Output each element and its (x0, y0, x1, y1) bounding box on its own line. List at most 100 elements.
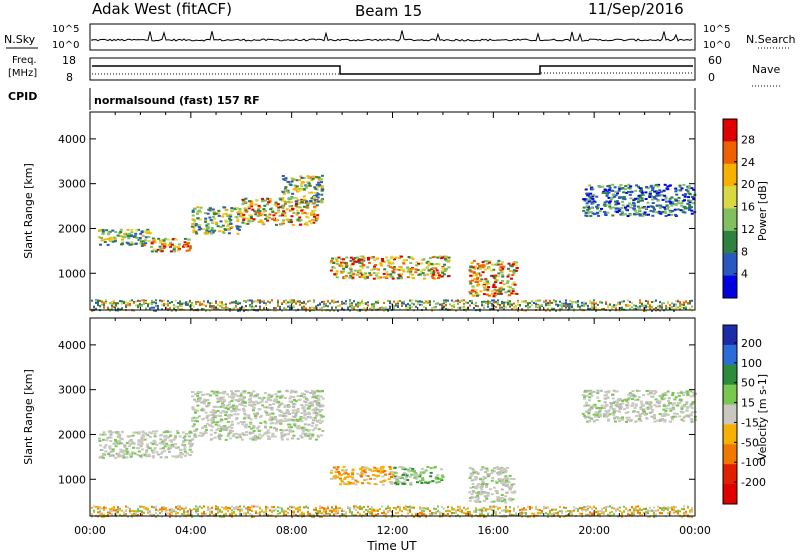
scatter-cell (607, 391, 610, 393)
scatter-cell (304, 390, 308, 393)
scatter-cell (624, 188, 628, 191)
scatter-cell (406, 276, 410, 279)
ground-scatter-cell (127, 515, 129, 518)
ground-scatter-cell (459, 299, 461, 302)
ground-scatter-cell (409, 299, 411, 302)
scatter-cell (650, 411, 654, 414)
scatter-cell (350, 471, 354, 474)
scatter-cell (604, 415, 608, 418)
scatter-cell (344, 266, 348, 269)
scatter-cell (512, 272, 516, 274)
scatter-cell (369, 274, 373, 277)
ground-scatter-cell (221, 305, 223, 308)
scatter-cell (489, 488, 492, 491)
scatter-cell (282, 178, 286, 181)
scatter-cell (664, 211, 668, 214)
ground-scatter-cell (529, 306, 531, 309)
ground-scatter-cell (637, 307, 639, 310)
scatter-cell (240, 402, 244, 405)
scatter-cell (346, 476, 349, 479)
ground-scatter-cell (259, 305, 261, 308)
ground-scatter-cell (573, 308, 575, 311)
ground-scatter-cell (119, 300, 121, 303)
scatter-cell (111, 454, 115, 457)
ground-scatter-cell (323, 300, 325, 303)
scatter-cell (209, 411, 213, 414)
ground-scatter-cell (153, 309, 155, 312)
scatter-cell (637, 207, 641, 210)
scatter-cell (103, 433, 107, 436)
scatter-cell (348, 272, 352, 274)
scatter-cell (624, 213, 628, 216)
scatter-cell (224, 221, 228, 224)
scatter-cell (663, 206, 666, 209)
ground-scatter-cell (195, 301, 197, 303)
scatter-cell (476, 492, 480, 495)
scatter-cell (515, 292, 519, 295)
scatter-cell (630, 203, 634, 206)
scatter-cell (247, 218, 251, 221)
ground-scatter-cell (175, 305, 177, 308)
ground-scatter-cell (441, 304, 443, 307)
ground-scatter-cell (659, 301, 661, 304)
scatter-cell (296, 212, 300, 215)
freq-tick-top: 18 (62, 54, 76, 67)
scatter-cell (390, 471, 394, 473)
ground-scatter-cell (275, 307, 277, 310)
scatter-cell (476, 294, 479, 297)
scatter-cell (264, 422, 268, 425)
ground-scatter-cell (433, 306, 435, 309)
scatter-cell (271, 412, 275, 415)
scatter-cell (506, 275, 510, 278)
scatter-cell (99, 433, 103, 436)
ground-scatter-cell (583, 304, 585, 307)
scatter-cell (344, 469, 348, 471)
ground-scatter-cell (527, 306, 529, 309)
scatter-cell (281, 197, 285, 200)
scatter-cell (292, 434, 296, 437)
scatter-cell (503, 499, 507, 502)
scatter-cell (690, 406, 694, 409)
scatter-cell (108, 446, 112, 449)
scatter-cell (215, 221, 219, 224)
scatter-cell (612, 411, 616, 414)
ground-scatter-cell (383, 301, 385, 304)
ground-scatter-cell (561, 302, 563, 305)
scatter-cell (618, 407, 622, 410)
scatter-cell (251, 220, 255, 223)
scatter-cell (317, 176, 321, 179)
ground-scatter-cell (161, 515, 163, 518)
ground-scatter-cell (295, 302, 297, 305)
ground-scatter-cell (105, 299, 107, 302)
scatter-cell (592, 193, 596, 196)
ground-scatter-cell (165, 510, 167, 513)
scatter-cell (333, 273, 337, 276)
scatter-cell (119, 231, 123, 233)
scatter-cell (237, 400, 241, 403)
scatter-cell (219, 418, 223, 421)
scatter-cell (309, 433, 313, 436)
scatter-cell (294, 409, 298, 412)
scatter-cell (419, 473, 423, 476)
ground-scatter-cell (95, 301, 97, 304)
ground-scatter-cell (191, 308, 193, 311)
ground-scatter-cell (151, 300, 153, 303)
scatter-cell (687, 187, 691, 190)
ground-scatter-cell (181, 513, 183, 516)
ground-scatter-cell (241, 509, 243, 512)
scatter-cell (290, 205, 294, 207)
ground-scatter-cell (171, 514, 173, 517)
scatter-cell (441, 476, 445, 479)
ground-scatter-cell (453, 304, 455, 306)
scatter-cell (315, 414, 319, 417)
ground-scatter-cell (415, 299, 417, 302)
ground-scatter-cell (337, 510, 339, 513)
ground-scatter-cell (383, 307, 385, 310)
scatter-cell (473, 278, 477, 281)
scatter-cell (506, 466, 510, 469)
scatter-cell (271, 209, 275, 212)
scatter-cell (313, 427, 317, 430)
scatter-cell (151, 455, 155, 457)
ground-scatter-cell (145, 507, 147, 509)
scatter-cell (282, 211, 286, 214)
